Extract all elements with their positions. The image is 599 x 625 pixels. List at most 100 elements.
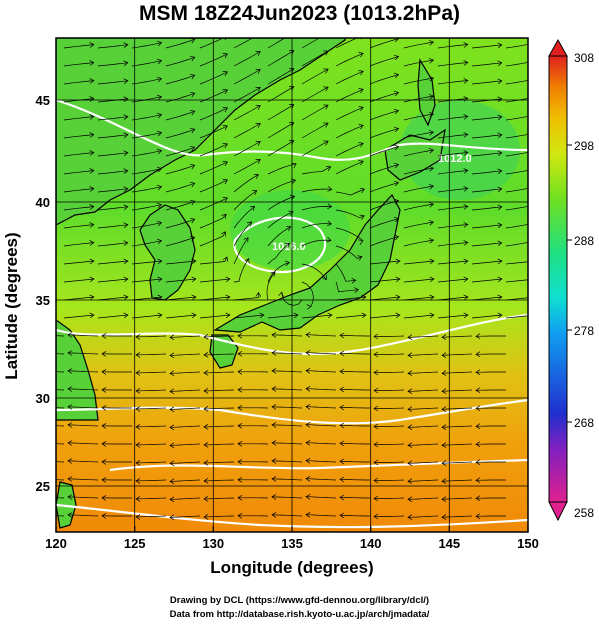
streamline-arrowhead — [531, 203, 535, 208]
streamline-arrowhead — [89, 222, 95, 228]
streamline-arrowhead — [407, 352, 413, 359]
streamline-arrowhead — [305, 511, 311, 518]
streamline — [437, 278, 468, 283]
streamline — [437, 44, 468, 49]
streamline-arrowhead — [429, 312, 435, 319]
streamline-arrowhead — [284, 242, 291, 248]
streamline — [267, 122, 294, 139]
streamline — [165, 296, 196, 301]
streamline-arrowhead — [34, 350, 38, 355]
colorbar-label: 278 — [574, 324, 594, 338]
streamline — [374, 389, 405, 391]
streamline — [135, 461, 167, 464]
streamline-arrowhead — [203, 496, 209, 502]
streamline — [97, 134, 128, 139]
streamline — [267, 163, 297, 175]
streamline — [199, 213, 227, 229]
streamline-arrowhead — [237, 423, 243, 429]
streamline-arrowhead — [34, 440, 38, 445]
streamline-arrowhead — [475, 351, 481, 358]
streamline — [301, 239, 332, 247]
streamline-arrowhead — [89, 42, 95, 48]
streamline-arrowhead — [293, 312, 299, 319]
streamline-arrowhead — [123, 276, 129, 283]
streamline-arrowhead — [323, 140, 329, 146]
streamline — [97, 152, 128, 157]
streamline-arrowhead — [237, 369, 243, 375]
streamline-arrowhead — [497, 114, 503, 121]
streamline — [437, 152, 468, 157]
streamline — [169, 335, 201, 338]
streamline — [56, 371, 65, 373]
streamline — [131, 186, 162, 193]
streamline — [305, 478, 337, 481]
streamline-arrowhead — [373, 405, 379, 412]
streamline-arrowhead — [285, 225, 292, 231]
streamline-arrowhead — [189, 181, 196, 188]
streamline-arrowhead — [255, 69, 261, 74]
streamline-arrowhead — [237, 405, 243, 411]
streamline — [441, 407, 473, 410]
streamline-arrowhead — [428, 111, 435, 118]
streamline-arrowhead — [101, 495, 107, 501]
streamline-arrowhead — [532, 259, 536, 264]
streamline — [67, 514, 99, 517]
streamline-arrowhead — [189, 91, 196, 98]
streamline — [471, 278, 502, 283]
streamline — [267, 226, 291, 247]
streamline-arrowhead — [289, 33, 294, 37]
sakhalin — [417, 58, 436, 127]
streamline-arrowhead — [373, 513, 379, 520]
streamline — [339, 424, 370, 427]
streamline-arrowhead — [246, 221, 253, 227]
x-tick-label: 140 — [360, 536, 382, 551]
streamline — [63, 224, 94, 229]
streamline-arrowhead — [255, 159, 261, 164]
streamline — [437, 260, 468, 265]
streamline — [63, 80, 94, 85]
streamline — [369, 182, 399, 193]
streamline-arrowhead — [222, 161, 228, 167]
streamline — [437, 206, 468, 211]
streamline — [471, 188, 502, 193]
streamline-arrowhead — [373, 441, 379, 448]
streamline — [169, 461, 201, 464]
streamline — [63, 116, 94, 121]
streamline-arrowhead — [237, 513, 243, 519]
streamline-arrowhead — [34, 512, 38, 517]
streamline — [335, 124, 364, 139]
x-axis-label: Longitude (degrees) — [210, 558, 374, 577]
streamline-arrowhead — [393, 144, 400, 151]
streamline-arrowhead — [34, 494, 38, 499]
streamline — [305, 352, 337, 355]
streamline — [505, 279, 528, 283]
streamline — [301, 166, 331, 175]
streamline — [63, 278, 94, 283]
lat-lon-grid — [56, 38, 528, 532]
streamline — [165, 182, 195, 193]
streamline-arrowhead — [428, 183, 435, 190]
streamline — [339, 514, 370, 517]
credit-data: Data from http://database.rish.kyoto-u.a… — [169, 609, 430, 620]
streamline — [165, 146, 195, 157]
streamline — [67, 352, 99, 355]
streamline-arrowhead — [393, 216, 400, 223]
streamline — [199, 53, 228, 67]
streamline — [131, 150, 162, 157]
streamline-arrowhead — [441, 388, 447, 394]
streamline-arrowhead — [255, 123, 261, 128]
streamline — [369, 128, 399, 139]
streamline — [271, 424, 303, 427]
streamline — [67, 406, 99, 409]
streamline — [233, 123, 261, 139]
streamline-arrowhead — [393, 54, 400, 61]
streamline-arrowhead — [156, 76, 163, 83]
streamline — [441, 497, 473, 500]
streamline-arrowhead — [189, 127, 196, 134]
streamline — [165, 38, 195, 49]
streamline — [267, 179, 296, 193]
streamline-arrowhead — [395, 258, 401, 265]
streamline-arrowhead — [463, 150, 469, 156]
streamline-arrowhead — [407, 370, 413, 377]
